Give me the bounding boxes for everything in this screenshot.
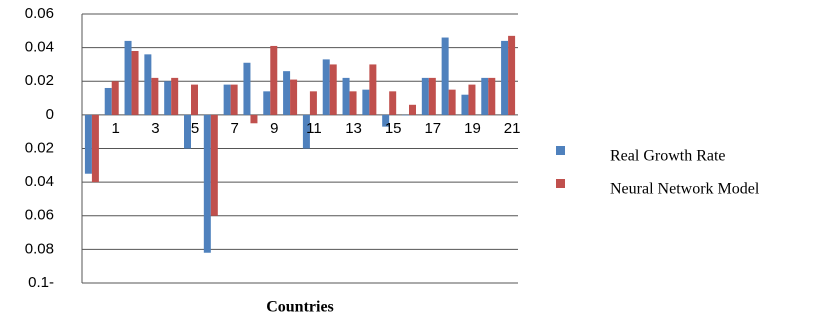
bar	[84, 114, 92, 174]
bar	[151, 77, 159, 115]
bar	[230, 84, 238, 115]
bar	[191, 84, 198, 115]
bar	[124, 40, 132, 115]
bar	[131, 50, 139, 115]
bar	[322, 59, 330, 115]
bar	[409, 104, 416, 115]
bar	[441, 37, 449, 115]
bar	[283, 71, 291, 115]
bar	[91, 114, 99, 183]
x-tick-label: 13	[345, 120, 362, 137]
bar	[171, 77, 179, 115]
bar	[164, 81, 172, 115]
y-tick-label: 0.1-	[28, 274, 54, 291]
bar	[362, 89, 370, 115]
bar	[421, 77, 429, 115]
y-tick-label: 0.08	[25, 240, 54, 257]
legend-swatch	[556, 146, 565, 155]
y-tick-label: 0.02	[25, 72, 54, 89]
legend-swatch	[556, 179, 565, 188]
bar	[488, 77, 496, 115]
bar	[461, 94, 469, 115]
y-tick-label: 0.06	[25, 207, 54, 224]
bar	[144, 54, 152, 115]
y-tick-label: 0.02	[25, 139, 54, 156]
bar	[428, 77, 436, 115]
y-tick-label: 0	[46, 106, 54, 123]
bar	[243, 62, 251, 115]
legend-label: Neural Network Model	[610, 181, 760, 198]
bar	[382, 114, 390, 127]
y-tick-label: 0.04	[25, 173, 54, 190]
bar	[309, 91, 317, 115]
y-tick-label: 0.04	[25, 39, 54, 56]
legend-label: Real Growth Rate	[610, 148, 726, 165]
bar	[481, 77, 489, 115]
x-tick-label: 11	[306, 120, 322, 137]
bar	[349, 91, 357, 115]
bar	[223, 84, 231, 115]
x-tick-label: 17	[424, 120, 441, 137]
x-tick-label: 19	[464, 120, 481, 137]
bar	[508, 35, 516, 115]
x-tick-label: 15	[385, 120, 402, 137]
x-tick-label: 21	[504, 120, 521, 137]
bar	[448, 89, 456, 115]
bar	[250, 114, 258, 124]
bar	[402, 114, 409, 116]
bar	[369, 64, 377, 115]
bar	[302, 114, 310, 149]
bar	[468, 84, 476, 115]
x-tick-label: 5	[191, 120, 199, 137]
bar	[501, 40, 509, 115]
bar	[263, 91, 271, 115]
bar	[329, 64, 337, 115]
bar	[210, 114, 218, 216]
bar	[342, 77, 350, 115]
bar	[270, 45, 278, 115]
bar	[389, 91, 397, 115]
x-axis-title: Countries	[266, 299, 334, 316]
bar	[203, 114, 211, 253]
bar	[111, 81, 119, 115]
bar	[104, 87, 112, 115]
x-tick-label: 7	[230, 120, 238, 137]
x-tick-label: 1	[112, 120, 120, 137]
x-tick-label: 9	[270, 120, 278, 137]
y-tick-label: 0.06	[25, 5, 54, 22]
x-tick-label: 3	[151, 120, 159, 137]
bar	[184, 114, 191, 149]
bar	[290, 79, 298, 115]
